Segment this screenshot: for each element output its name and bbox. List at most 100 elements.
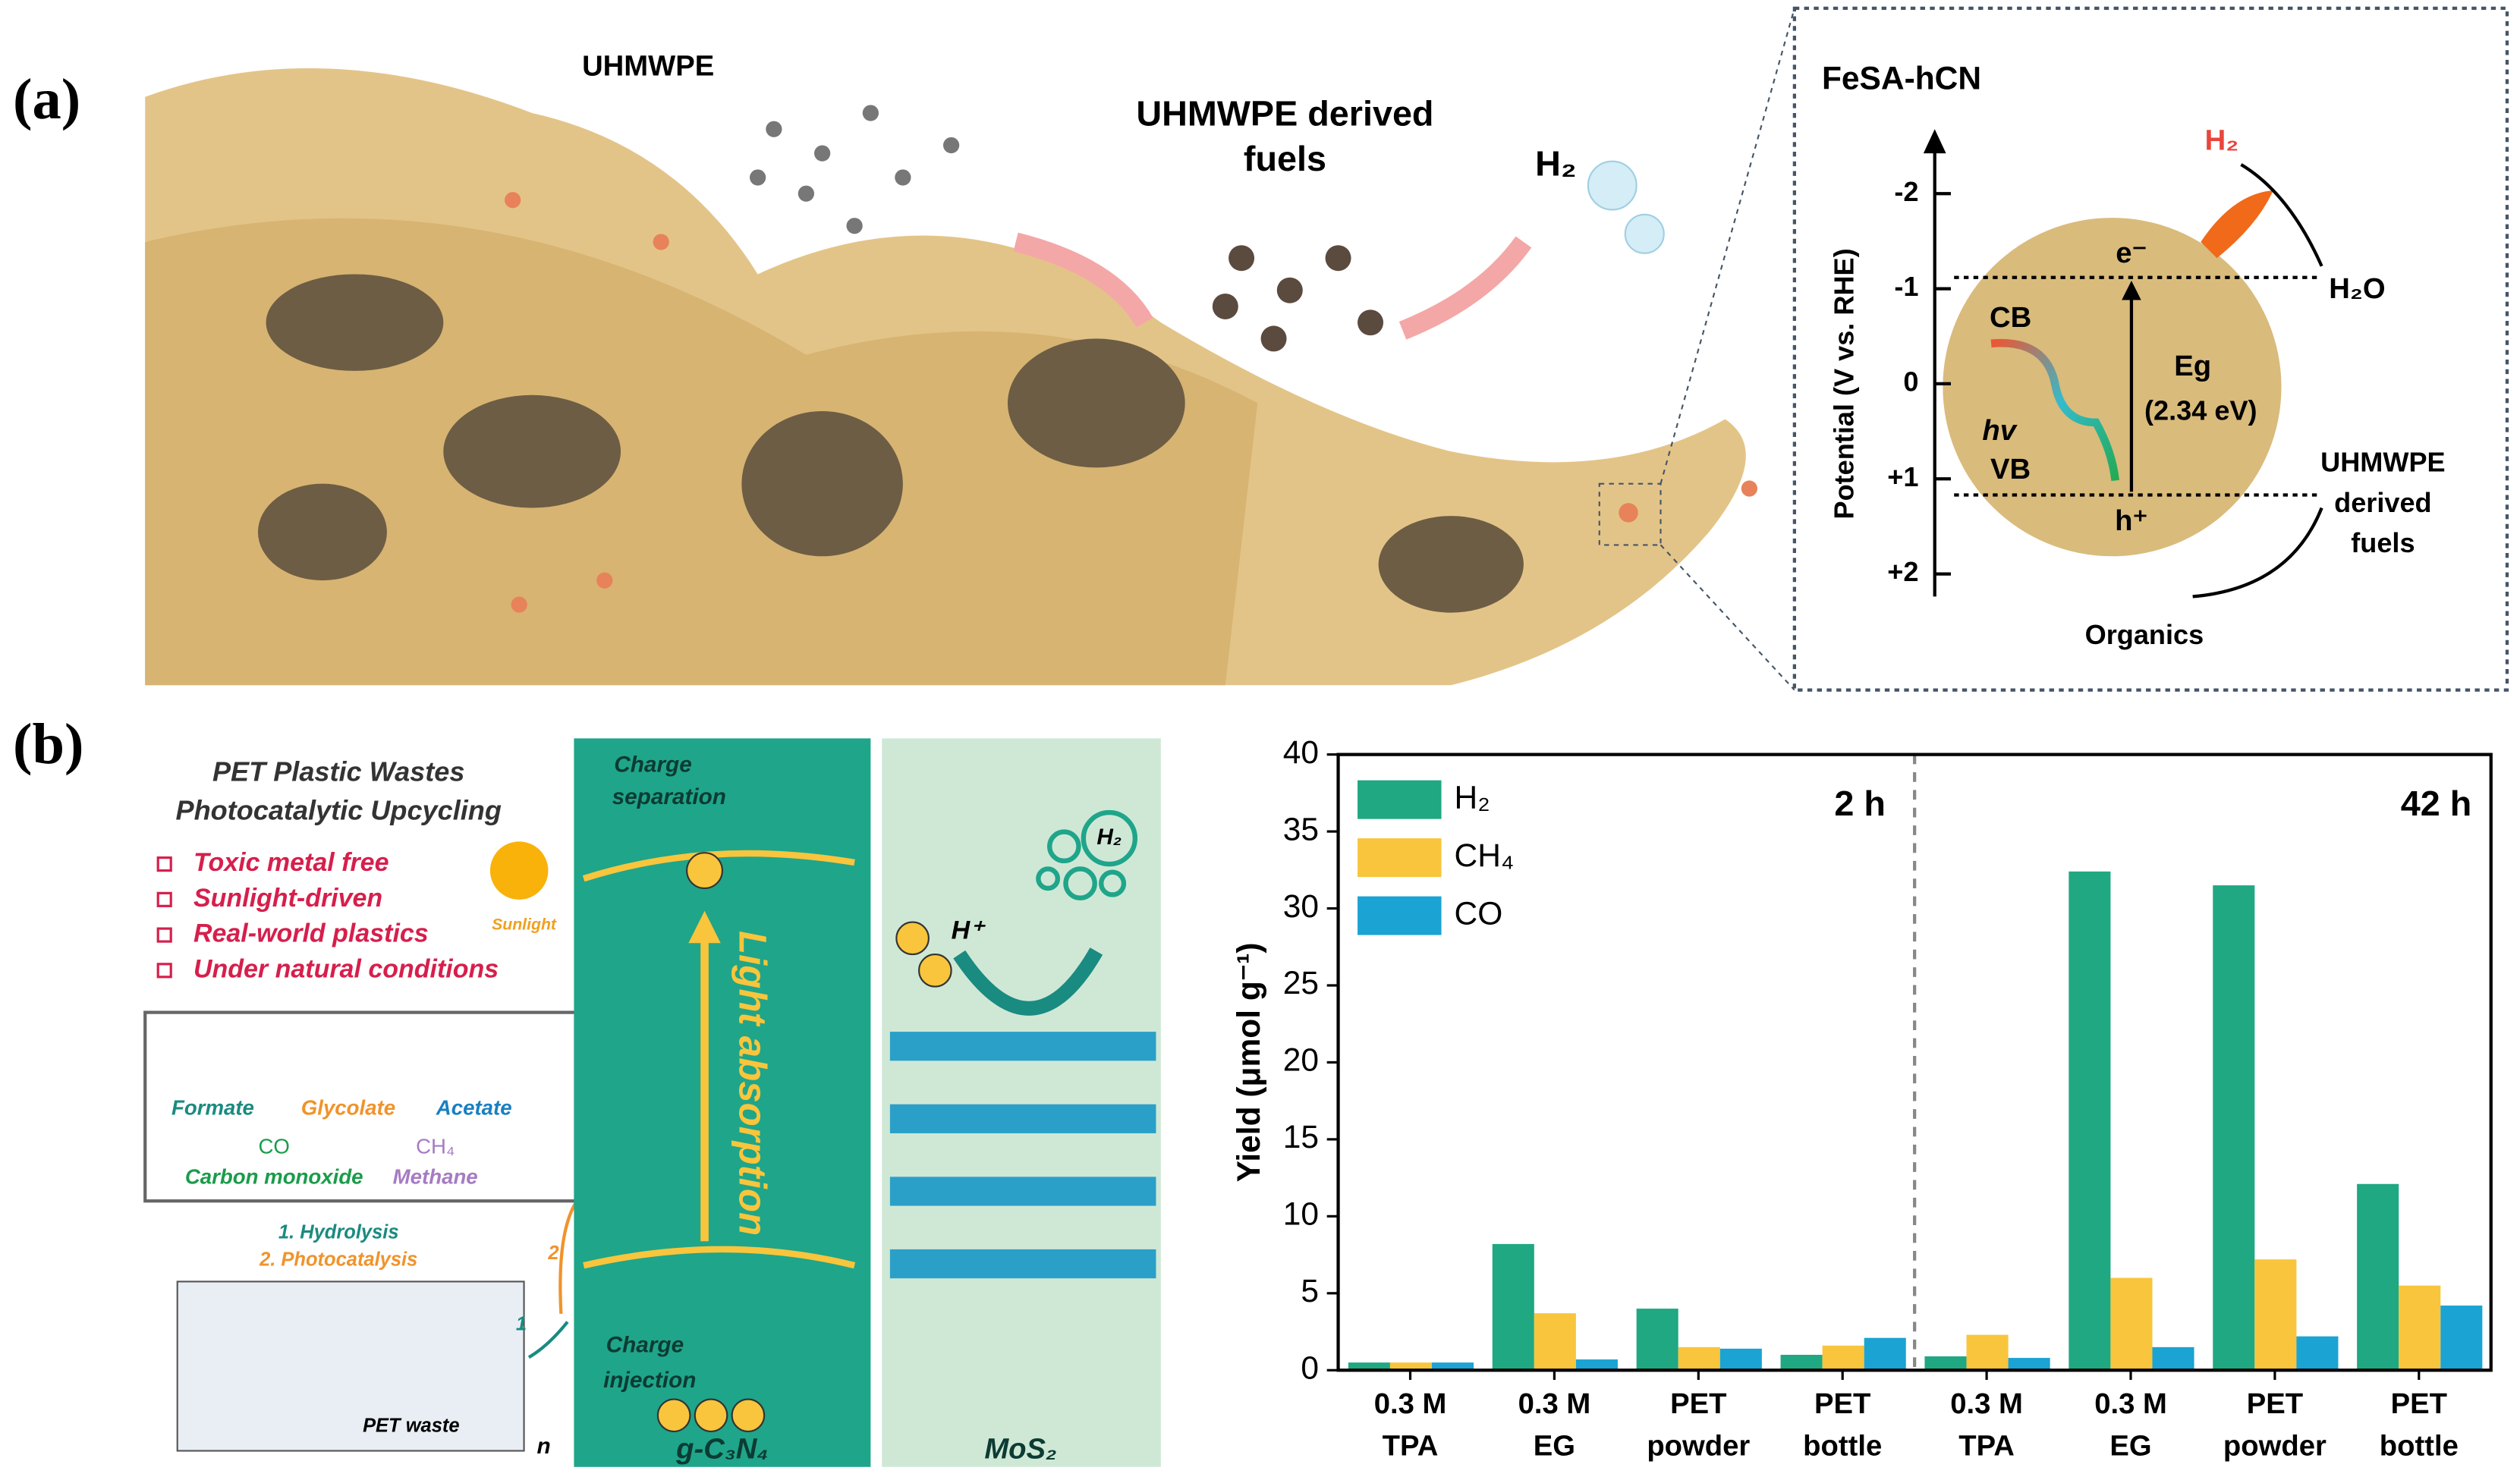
hole (694, 1398, 728, 1433)
label: fuels (1244, 139, 1326, 178)
label: Charge (614, 752, 691, 777)
mos2-layers (889, 1032, 1156, 1279)
particle (1212, 293, 1238, 319)
arrow (2192, 507, 2323, 599)
pet-image (176, 1280, 525, 1452)
panel-label: (b) (13, 712, 83, 776)
site (1741, 480, 1757, 497)
bar (1636, 1309, 1678, 1371)
bar (2399, 1285, 2441, 1371)
bar (1678, 1346, 1720, 1371)
y-tick-label: 20 (1283, 1043, 1319, 1079)
y-tick-label: 35 (1283, 812, 1319, 847)
h2-bubbles (1036, 809, 1138, 900)
inset-title: FeSA-hCN (1822, 61, 1981, 97)
site (596, 572, 613, 589)
label: e⁻ (2116, 237, 2147, 269)
bullet: Real-world plastics (193, 919, 429, 948)
bubble (1587, 160, 1638, 211)
label: Light absorption (731, 931, 775, 1236)
x-tick-label: bottle (1803, 1429, 1882, 1462)
bullet-box (156, 927, 172, 943)
electron (686, 852, 723, 890)
bullet: Toxic metal free (193, 848, 389, 877)
arrow (953, 947, 1103, 1016)
hv-arrow (1990, 338, 2119, 482)
label: Charge (606, 1332, 684, 1357)
bar-chart: 0 5 10 15 20 25 30 35 40 Yield (μmol g⁻¹) 0.3 M TPA… (1232, 735, 2493, 1462)
inset-ticks: -2 -1 0 +1 +2 (1887, 176, 1951, 587)
bar (2254, 1259, 2297, 1371)
hole (266, 274, 444, 371)
site (653, 234, 669, 250)
particle (1276, 277, 1303, 303)
x-tick-label: 0.3 M (1950, 1387, 2023, 1420)
electron (895, 921, 930, 956)
panel-a-art (145, 0, 1795, 691)
electron (918, 954, 952, 988)
legend-swatch (1358, 838, 1442, 878)
hole (656, 1398, 691, 1433)
label: Organics (2085, 619, 2204, 650)
bar (2296, 1336, 2339, 1371)
panel-label: (a) (13, 67, 80, 131)
y-tick-label: 0 (1301, 1350, 1319, 1386)
axis-label: Potential (V vs. RHE) (1828, 248, 1859, 519)
y-axis-label: Yield (μmol g⁻¹) (1232, 942, 1267, 1182)
x-tick-label: EG (1534, 1429, 1575, 1462)
arrow (527, 1321, 569, 1359)
bar (1575, 1359, 1618, 1371)
sun (489, 841, 549, 900)
label: fuels (2351, 527, 2415, 558)
arrow (2240, 163, 2323, 267)
tick-label: -1 (1894, 271, 1918, 302)
plot-frame (1336, 753, 2493, 1372)
bar (1492, 1243, 1534, 1371)
x-tick-label: 0.3 M (1374, 1387, 1447, 1420)
layer (889, 1249, 1156, 1279)
bar (1822, 1345, 1864, 1371)
uhmwpe-particles (750, 105, 960, 234)
particle (750, 169, 766, 186)
tick-label: 0 (1903, 366, 1918, 397)
y-tick-label: 25 (1283, 966, 1319, 1001)
zoom-box (1598, 482, 1662, 546)
bubble (1099, 869, 1127, 897)
x-tick-label: PET (2391, 1387, 2447, 1420)
product: Methane (393, 1165, 478, 1189)
annotation: 2 h (1834, 784, 1886, 823)
tick-label: +2 (1887, 556, 1918, 587)
x-tick-label: 0.3 M (1518, 1387, 1591, 1420)
cb-curve (582, 850, 855, 882)
layer (889, 1177, 1156, 1206)
axis-arrow (1923, 129, 1946, 154)
bar (1780, 1354, 1823, 1371)
arrow (1013, 232, 1153, 328)
bar (2110, 1277, 2153, 1371)
particle-circle (1943, 218, 2282, 557)
bar (1924, 1356, 1967, 1371)
particle (862, 105, 879, 121)
step: 1. Hydrolysis (278, 1221, 399, 1243)
label: g-C₃N₄ (675, 1433, 768, 1466)
x-tick-label: PET (1670, 1387, 1726, 1420)
step-number: 1 (516, 1314, 527, 1335)
product: Formate (171, 1095, 254, 1119)
x-tick-label: powder (2223, 1429, 2327, 1462)
hole (443, 394, 621, 508)
vb-curve (583, 1246, 856, 1269)
x-tick-label: PET (1814, 1387, 1870, 1420)
bar (1348, 1362, 1390, 1371)
particle (814, 145, 831, 162)
hole (741, 411, 903, 557)
bar (1719, 1348, 1762, 1371)
bar (1431, 1362, 1474, 1371)
label: UHMWPE (582, 50, 714, 83)
bar (2069, 871, 2111, 1371)
label: PET waste (363, 1415, 459, 1436)
y-tick-label: 15 (1283, 1120, 1319, 1155)
inset (1792, 6, 2509, 692)
hole (1378, 516, 1524, 613)
legend-swatch (1358, 896, 1442, 935)
